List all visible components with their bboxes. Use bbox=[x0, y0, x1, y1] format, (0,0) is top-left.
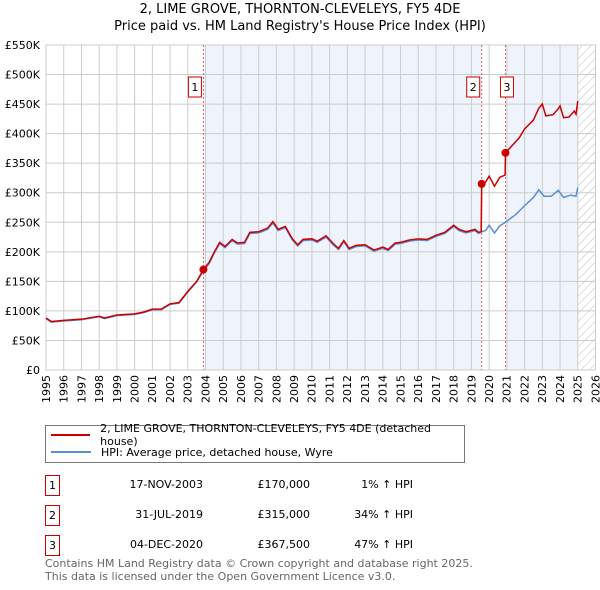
transaction-price: £367,500 bbox=[257, 538, 311, 551]
x-tick-label: 1998 bbox=[93, 375, 106, 403]
x-tick-label: 2003 bbox=[182, 375, 195, 403]
chart-title: 2, LIME GROVE, THORNTON-CLEVELEYS, FY5 4… bbox=[139, 2, 461, 17]
transaction-hpi-change: 34% ↑ HPI bbox=[354, 508, 413, 521]
y-tick-label: £450K bbox=[5, 98, 41, 111]
x-tick-label: 2024 bbox=[554, 375, 567, 403]
legend-label: HPI: Average price, detached house, Wyre bbox=[101, 445, 333, 459]
x-tick-label: 2025 bbox=[572, 375, 585, 403]
x-tick-label: 2002 bbox=[164, 375, 177, 403]
sale-point bbox=[199, 265, 208, 274]
property-price-line bbox=[45, 101, 579, 323]
x-tick-label: 2018 bbox=[448, 375, 461, 403]
sale-label: 2 bbox=[470, 81, 477, 94]
transaction-marker: 2 bbox=[45, 505, 60, 526]
x-tick-label: 2015 bbox=[394, 375, 407, 403]
x-tick-label: 2013 bbox=[359, 375, 372, 403]
x-tick-label: 2012 bbox=[341, 375, 354, 403]
x-tick-label: 2008 bbox=[270, 375, 283, 403]
x-tick-label: 1995 bbox=[40, 375, 53, 403]
y-tick-label: £350K bbox=[5, 157, 41, 170]
y-tick-label: £50K bbox=[12, 334, 41, 347]
footer-line: This data is licensed under the Open Gov… bbox=[45, 570, 396, 583]
footer-line: Contains HM Land Registry data © Crown c… bbox=[45, 557, 473, 570]
x-tick-label: 2022 bbox=[518, 375, 531, 403]
forecast-hatch bbox=[577, 45, 596, 370]
transaction-date: 04-DEC-2020 bbox=[129, 538, 203, 551]
plot-border bbox=[45, 44, 596, 371]
shaded-region bbox=[505, 45, 578, 370]
transaction-price: £170,000 bbox=[257, 478, 311, 491]
x-tick-label: 1996 bbox=[58, 375, 71, 403]
transaction-hpi-change: 1% ↑ HPI bbox=[361, 478, 413, 491]
legend-item-hpi: HPI: Average price, detached house, Wyre bbox=[51, 444, 333, 460]
x-tick-label: 1997 bbox=[75, 375, 88, 403]
transaction-marker: 3 bbox=[45, 535, 60, 556]
transaction-marker: 1 bbox=[45, 475, 60, 496]
sale-label-box bbox=[499, 76, 514, 98]
y-tick-label: £300K bbox=[5, 187, 41, 200]
y-tick-label: £200K bbox=[5, 246, 41, 259]
x-tick-label: 2004 bbox=[199, 375, 212, 403]
transaction-price: £315,000 bbox=[257, 508, 311, 521]
x-tick-label: 2014 bbox=[377, 375, 390, 403]
x-tick-label: 2001 bbox=[146, 375, 159, 403]
sale-label-box bbox=[187, 76, 202, 98]
y-tick-label: £150K bbox=[5, 275, 41, 288]
y-tick-label: £250K bbox=[5, 216, 41, 229]
x-tick-label: 2007 bbox=[253, 375, 266, 403]
transaction-row: 1 17-NOV-2003 £170,000 1% ↑ HPI bbox=[45, 475, 445, 496]
price-chart: 1995 1996 1997 1998 1999 2000 2001 2002 2003 2004… bbox=[5, 39, 600, 403]
x-tick-label: 2023 bbox=[536, 375, 549, 403]
x-tick-label: 2011 bbox=[323, 375, 336, 403]
y-tick-label: £100K bbox=[5, 305, 41, 318]
property-line-swatch bbox=[51, 434, 91, 436]
chart-subtitle: Price paid vs. HM Land Registry's House … bbox=[114, 19, 486, 34]
hpi-line-swatch bbox=[51, 451, 91, 453]
x-tick-label: 2016 bbox=[412, 375, 425, 403]
transaction-date: 17-NOV-2003 bbox=[129, 478, 203, 491]
x-tick-label: 2010 bbox=[306, 375, 319, 403]
legend: 2, LIME GROVE, THORNTON-CLEVELEYS, FY5 4… bbox=[45, 422, 465, 463]
y-tick-label: £550K bbox=[5, 39, 41, 52]
sale-label: 1 bbox=[191, 81, 198, 94]
x-tick-label: 2000 bbox=[128, 375, 141, 403]
legend-label: 2, LIME GROVE, THORNTON-CLEVELEYS, FY5 4… bbox=[100, 422, 431, 448]
footer: Contains HM Land Registry data © Crown c… bbox=[45, 557, 473, 583]
y-tick-label: £400K bbox=[5, 128, 41, 141]
x-tick-label: 2021 bbox=[501, 375, 514, 403]
shaded-region bbox=[203, 45, 482, 370]
transaction-row: 2 31-JUL-2019 £315,000 34% ↑ HPI bbox=[45, 505, 445, 526]
sale-point bbox=[477, 179, 486, 188]
x-tick-label: 2020 bbox=[483, 375, 496, 403]
x-tick-label: 2026 bbox=[589, 375, 600, 403]
transaction-hpi-change: 47% ↑ HPI bbox=[354, 538, 413, 551]
y-tick-label: £0 bbox=[26, 364, 40, 377]
x-tick-label: 2017 bbox=[430, 375, 443, 403]
x-tick-label: 2019 bbox=[465, 375, 478, 403]
x-tick-label: 2006 bbox=[235, 375, 248, 403]
x-tick-label: 1999 bbox=[111, 375, 124, 403]
x-tick-label: 2009 bbox=[288, 375, 301, 403]
sale-point bbox=[501, 148, 510, 157]
transaction-date: 31-JUL-2019 bbox=[135, 508, 203, 521]
y-tick-label: £500K bbox=[5, 69, 41, 82]
transaction-row: 3 04-DEC-2020 £367,500 47% ↑ HPI bbox=[45, 535, 445, 556]
x-tick-label: 2005 bbox=[217, 375, 230, 403]
sale-label: 3 bbox=[503, 81, 510, 94]
legend-item-property: 2, LIME GROVE, THORNTON-CLEVELEYS, FY5 4… bbox=[51, 422, 464, 448]
sale-label-box bbox=[466, 76, 481, 98]
